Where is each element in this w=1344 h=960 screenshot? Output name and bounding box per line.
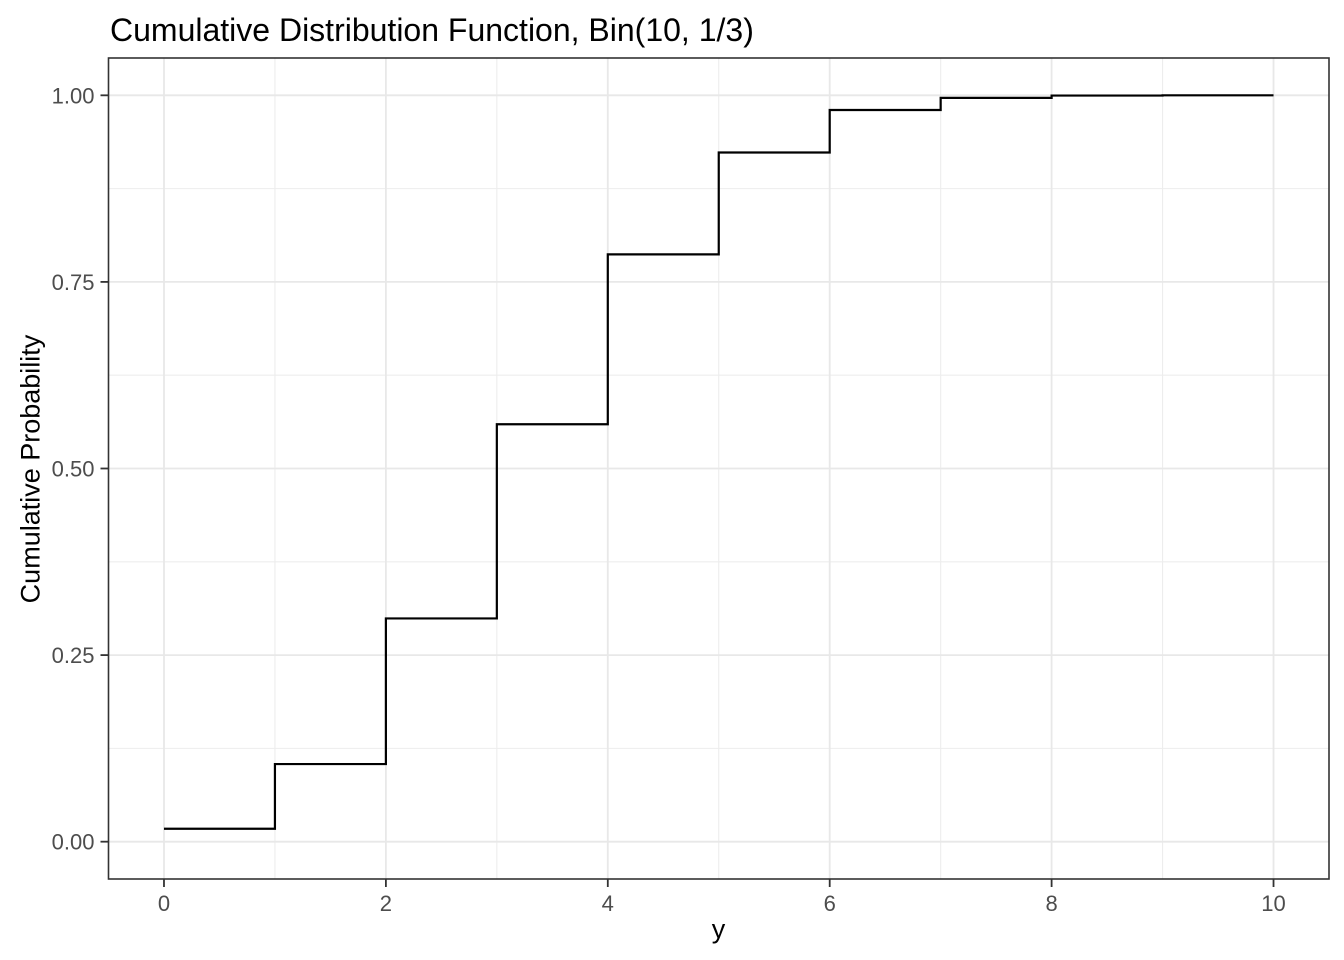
y-tick-label: 0.25 [52,643,95,668]
x-tick-label: 6 [824,891,836,916]
x-tick-label: 10 [1261,891,1285,916]
y-tick-label: 1.00 [52,83,95,108]
y-axis-title: Cumulative Probability [15,334,46,604]
x-tick-label: 8 [1045,891,1057,916]
x-tick-label: 0 [158,891,170,916]
chart-title: Cumulative Distribution Function, Bin(10… [110,12,754,48]
x-tick-label: 2 [380,891,392,916]
y-tick-label: 0.50 [52,457,95,482]
y-tick-label: 0.00 [52,830,95,855]
y-tick-label: 0.75 [52,270,95,295]
x-tick-label: 4 [602,891,614,916]
x-axis-title: y [711,914,726,944]
cdf-step-line [163,94,1274,830]
